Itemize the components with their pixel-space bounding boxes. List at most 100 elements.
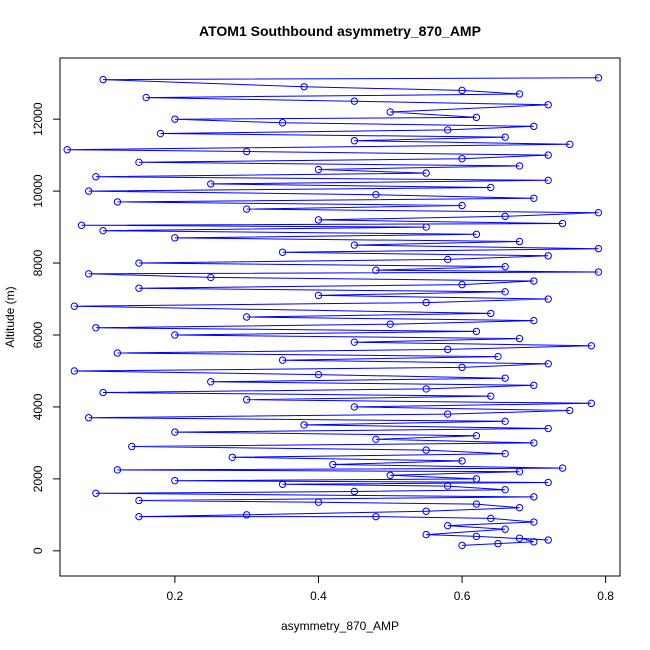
x-axis: 0.2 0.4 0.6 0.8	[167, 576, 614, 603]
data-point-0-62	[494, 352, 502, 361]
data-point-0-59	[458, 363, 466, 372]
data-point-0-115	[314, 165, 323, 174]
data-point-0-91	[278, 248, 287, 256]
data-point-0-132	[544, 101, 552, 109]
data-point-0-39	[372, 435, 380, 444]
data-point-0-37	[128, 442, 136, 451]
data-point-0-95	[171, 234, 179, 242]
data-point-0-103	[594, 208, 603, 217]
data-point-0-139	[594, 74, 603, 82]
data-point-0-49	[587, 399, 595, 408]
data-point-0-88	[135, 259, 143, 267]
plot-frame	[59, 57, 621, 577]
data-point-0-120	[242, 147, 251, 156]
data-point-0-32	[329, 460, 337, 469]
data-point-0-40	[472, 432, 481, 440]
data-point-0-110	[487, 183, 495, 192]
data-point-0-71	[386, 320, 394, 328]
data-point-0-138	[99, 75, 107, 84]
data-point-0-63	[113, 349, 122, 357]
data-point-0-74	[487, 309, 495, 318]
data-point-0-97	[99, 226, 107, 235]
data-point-0-5	[472, 532, 481, 541]
data-point-0-125	[156, 129, 165, 138]
data-point-0-118	[458, 155, 466, 163]
data-point-0-0	[458, 541, 466, 550]
data-point-0-80	[135, 284, 143, 292]
data-point-0-36	[422, 446, 430, 454]
data-point-0-102	[501, 212, 509, 220]
data-point-0-51	[487, 392, 495, 400]
data-point-0-26	[171, 476, 179, 485]
data-point-0-109	[85, 187, 93, 195]
data-point-0-22	[501, 485, 509, 494]
data-point-0-58	[70, 367, 79, 375]
data-point-0-90	[544, 252, 552, 260]
data-point-0-126	[443, 126, 452, 134]
data-point-0-53	[422, 385, 430, 393]
data-point-0-10	[487, 514, 495, 523]
data-point-0-12	[135, 512, 143, 521]
data-point-0-33	[458, 457, 466, 465]
data-point-0-60	[544, 360, 552, 368]
data-point-0-116	[515, 162, 524, 170]
y-tick-label-6: 12000	[31, 102, 45, 136]
data-point-0-77	[544, 295, 552, 303]
y-tick-label-5: 10000	[31, 174, 45, 208]
data-point-0-121	[63, 146, 71, 154]
data-point-0-42	[544, 424, 552, 433]
data-point-0-83	[207, 273, 215, 282]
data-point-0-127	[530, 122, 538, 131]
data-point-0-57	[314, 370, 323, 379]
data-point-0-43	[300, 421, 308, 429]
data-point-0-134	[142, 93, 150, 102]
data-point-0-45	[85, 414, 93, 422]
data-point-0-130	[472, 113, 481, 122]
data-point-0-11	[372, 512, 380, 521]
data-point-0-81	[458, 280, 466, 289]
data-point-0-108	[372, 190, 380, 199]
data-point-0-14	[422, 507, 430, 515]
data-point-0-135	[515, 90, 524, 98]
data-point-0-6	[422, 530, 430, 539]
x-axis-label: asymmetry_870_AMP	[281, 619, 399, 633]
data-point-0-92	[594, 244, 603, 253]
data-point-0-104	[242, 205, 251, 213]
data-point-0-47	[566, 406, 574, 415]
data-point-0-66	[350, 338, 359, 346]
data-point-0-52	[99, 388, 107, 397]
data-point-0-9	[530, 518, 538, 526]
data-point-0-38	[530, 439, 538, 447]
data-point-0-96	[472, 230, 481, 238]
data-point-0-137	[300, 83, 308, 91]
data-point-0-99	[77, 221, 86, 229]
y-axis: 0 2000 4000 6000 8000 10000 12000	[31, 102, 60, 554]
data-point-0-89	[443, 255, 452, 264]
data-point-0-107	[530, 194, 538, 202]
y-tick-label-4: 8000	[31, 249, 45, 276]
data-point-0-78	[314, 291, 323, 300]
data-point-0-8	[443, 521, 452, 530]
data-point-0-112	[544, 176, 552, 185]
chart-title: ATOM1 Southbound asymmetry_870_AMP	[199, 23, 481, 39]
data-point-0-94	[515, 237, 524, 246]
y-tick-label-0: 0	[31, 547, 45, 554]
data-point-0-21	[350, 487, 359, 496]
data-point-0-84	[85, 270, 93, 278]
data-point-0-61	[278, 356, 287, 364]
data-point-0-82	[530, 277, 538, 285]
data-point-0-70	[92, 324, 100, 332]
data-point-0-117	[135, 158, 143, 167]
plot-area	[63, 74, 603, 550]
data-point-0-13	[242, 511, 251, 519]
data-point-0-54	[530, 381, 538, 390]
data-point-0-136	[458, 86, 466, 95]
data-point-0-87	[501, 262, 509, 271]
data-point-0-65	[587, 342, 595, 350]
data-point-0-86	[372, 266, 380, 274]
series-layer	[63, 74, 603, 550]
data-point-0-131	[386, 108, 394, 116]
data-point-0-114	[422, 169, 430, 177]
data-point-0-93	[350, 241, 359, 249]
